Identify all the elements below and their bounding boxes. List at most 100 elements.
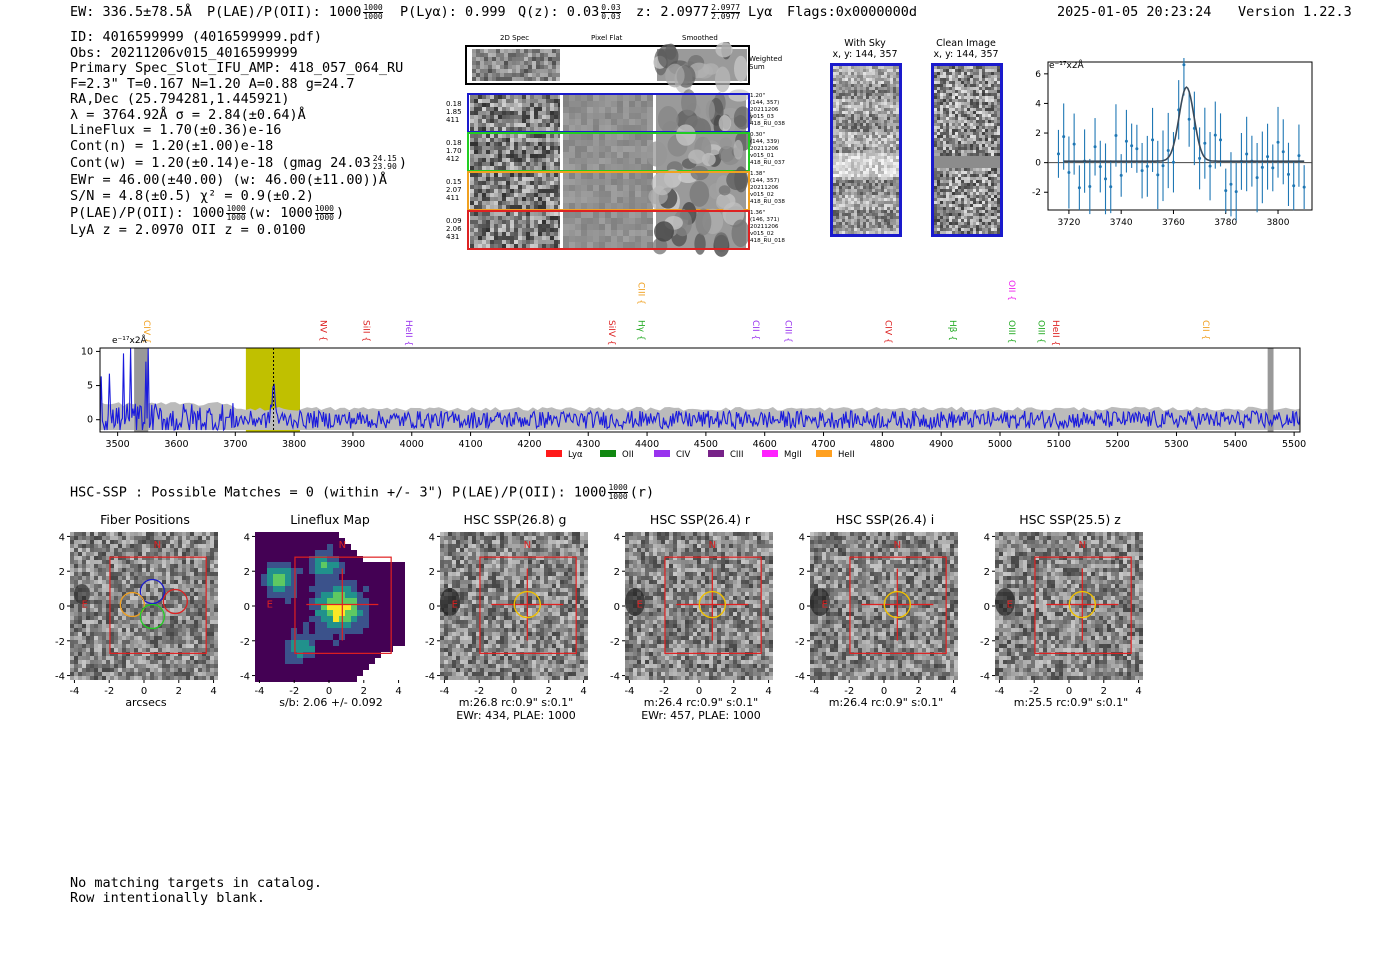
row-2-smoothed bbox=[648, 165, 749, 215]
hsc-panel-title: HSC SSP(26.4) i bbox=[835, 512, 935, 527]
north-label: N bbox=[154, 540, 161, 551]
aperture-circle bbox=[513, 590, 542, 619]
hsc-panel-5: HSC SSP(25.5) z N E 4 2 0 -2 -4 -4 -2 0 2 4 m:25.5 rc… bbox=[975, 512, 1150, 727]
header-qz-label: Q(z): 0.03 bbox=[518, 4, 600, 20]
info-primary: Primary Spec_Slot_IFU_AMP: 418_057_064_R… bbox=[70, 60, 404, 76]
zoom-ytick: 6 bbox=[1035, 70, 1041, 80]
row-3-left-label: 0.09 2.06 431 bbox=[446, 217, 462, 241]
zoom-point bbox=[1130, 144, 1134, 148]
weighted-smoothed bbox=[653, 42, 748, 94]
hsc-panel-caption: s/b: 2.06 +/- 0.092 bbox=[231, 696, 431, 709]
zoom-ytick: -2 bbox=[1032, 188, 1041, 198]
zoom-point bbox=[1093, 145, 1097, 149]
hsc-ytick: 2 bbox=[799, 567, 805, 578]
emission-line-label: CII { bbox=[1200, 320, 1210, 340]
row-1-right-label: 0.30" (144, 339) 20211206 v015_01 418_RU_037 bbox=[750, 132, 785, 167]
row-2-pixelflat bbox=[563, 173, 653, 209]
hsc-panel-title: Fiber Positions bbox=[100, 512, 190, 527]
zoom-point bbox=[1161, 164, 1165, 168]
hsc-panel-title: HSC SSP(26.8) g bbox=[463, 512, 567, 527]
hsc-ytick: -4 bbox=[795, 672, 805, 683]
info-radec: RA,Dec (25.794281,1.445921) bbox=[70, 91, 290, 107]
row-right-value: v015_02 bbox=[750, 192, 774, 198]
fiber-circle bbox=[139, 578, 165, 605]
spectrum-ytick: 10 bbox=[81, 346, 93, 357]
hsc-xtick: -2 bbox=[659, 686, 669, 697]
legend-swatch bbox=[600, 450, 616, 457]
spectrum-xtick: 4200 bbox=[517, 439, 541, 450]
row-left-value: 1.85 bbox=[446, 108, 462, 116]
full-spectrum-plot: 10 5 0 3500 3600 3700 3800 3900 4000 4100 4200 4300… bbox=[81, 280, 1306, 460]
hsc-ytick: 0 bbox=[429, 602, 435, 613]
legend-label: Lyα bbox=[568, 450, 583, 460]
footer-line2: Row intentionally blank. bbox=[70, 890, 266, 906]
hsc-xtick: 0 bbox=[141, 686, 147, 697]
spectrum-xtick: 5000 bbox=[988, 439, 1012, 450]
emission-line-label: CIV { bbox=[141, 320, 151, 344]
hsc-xtick: -4 bbox=[254, 686, 264, 697]
fiber-circle bbox=[139, 603, 165, 630]
row-3-right-label: 1.36" (146, 371) 20211206 v015_02 418_RU_018 bbox=[750, 210, 785, 245]
row-right-value: v015_03 bbox=[750, 114, 774, 120]
hsc-caption-line: m:25.5 rc:0.9" s:0.1" bbox=[1013, 696, 1129, 709]
zoom-ytick: 2 bbox=[1035, 129, 1041, 139]
hsc-xtick: -4 bbox=[994, 686, 1004, 697]
header-line: Lyα bbox=[748, 4, 773, 20]
row-1-pixelflat bbox=[563, 134, 653, 170]
row-left-value: 1.70 bbox=[446, 147, 462, 155]
row-right-value: 418_RU_037 bbox=[750, 160, 785, 166]
with-sky-title: With Sky x, y: 144, 357 bbox=[815, 38, 915, 60]
row-right-value: 20211206 bbox=[750, 146, 779, 152]
zoom-point bbox=[1198, 156, 1202, 160]
aperture-circle bbox=[1068, 590, 1097, 619]
hsc-noise bbox=[440, 532, 588, 680]
row-left-value: 2.06 bbox=[446, 225, 462, 233]
hsc-ytick: -2 bbox=[240, 637, 250, 648]
clean-image-frame bbox=[931, 63, 1003, 237]
hsc-noise bbox=[70, 532, 218, 680]
row-right-value: 1.36" bbox=[750, 210, 766, 216]
aperture-circle bbox=[698, 590, 727, 619]
header-qz: Q(z): 0.03 0.03 0.03 bbox=[518, 0, 623, 21]
hsc-xtick: 4 bbox=[765, 686, 771, 697]
spectrum-xtick: 4900 bbox=[929, 439, 953, 450]
info-lineflux: LineFlux = 1.70(±0.36)e-16 bbox=[70, 122, 282, 138]
info-lyaz: LyA z = 2.0970 OII z = 0.0100 bbox=[70, 222, 306, 238]
zoom-point bbox=[1109, 185, 1113, 189]
zoom-point bbox=[1260, 165, 1264, 169]
hsc-search-box bbox=[664, 556, 762, 654]
header-qz-hi: 0.03 bbox=[601, 2, 621, 13]
header-z-lo: 2.0977 bbox=[711, 11, 741, 21]
east-label: E bbox=[822, 600, 828, 611]
legend-label: CIV bbox=[676, 450, 690, 460]
hsc-caption-line: EWr: 457, PLAE: 1000 bbox=[641, 709, 761, 722]
info-params: F=2.3" T=0.167 N=1.20 A=0.88 g=24.7 bbox=[70, 75, 355, 92]
spectrum-xtick: 3600 bbox=[164, 439, 188, 450]
row-3-frame bbox=[467, 210, 750, 250]
emission-line-label: OIII { bbox=[1035, 320, 1045, 344]
zoom-point bbox=[1140, 169, 1144, 173]
header-qz-lo: 0.03 bbox=[601, 11, 621, 21]
header-ew: EW: 336.5±78.5Å bbox=[70, 4, 192, 20]
north-label: N bbox=[1079, 540, 1086, 551]
row-right-value: (146, 371) bbox=[750, 217, 780, 223]
hsc-panel-image: N E 4 2 0 -2 -4 -4 -2 0 2 4 bbox=[795, 532, 958, 697]
row-3-smoothed bbox=[652, 202, 750, 257]
row-right-value: (144, 339) bbox=[750, 139, 780, 145]
with-sky-xy: x, y: 144, 357 bbox=[832, 49, 898, 60]
row-right-value: 418_RU_018 bbox=[750, 238, 785, 244]
row-2-right-label: 1.38" (144, 357) 20211206 v015_02 418_RU_038 bbox=[750, 171, 785, 206]
hsc-panel-title: HSC SSP(25.5) z bbox=[1019, 512, 1121, 527]
zoom-point bbox=[1266, 155, 1270, 159]
header-plae-lo: 1000 bbox=[363, 11, 383, 21]
hsc-panel-caption: m:26.4 rc:0.9" s:0.1" EWr: 457, PLAE: 100… bbox=[601, 696, 801, 722]
hsc-caption-line: m:26.4 rc:0.9" s:0.1" bbox=[828, 696, 944, 709]
hsc-noise bbox=[810, 532, 958, 680]
info-plae-w: (w: 1000 bbox=[247, 205, 313, 221]
row-left-value: 431 bbox=[446, 233, 460, 241]
clean-image-label: Clean Image bbox=[936, 38, 996, 49]
spectrum-xtick: 3500 bbox=[106, 439, 130, 450]
row-3-pixelflat bbox=[563, 212, 653, 248]
with-sky-label: With Sky bbox=[844, 38, 886, 49]
hsc-ytick: -2 bbox=[425, 637, 435, 648]
